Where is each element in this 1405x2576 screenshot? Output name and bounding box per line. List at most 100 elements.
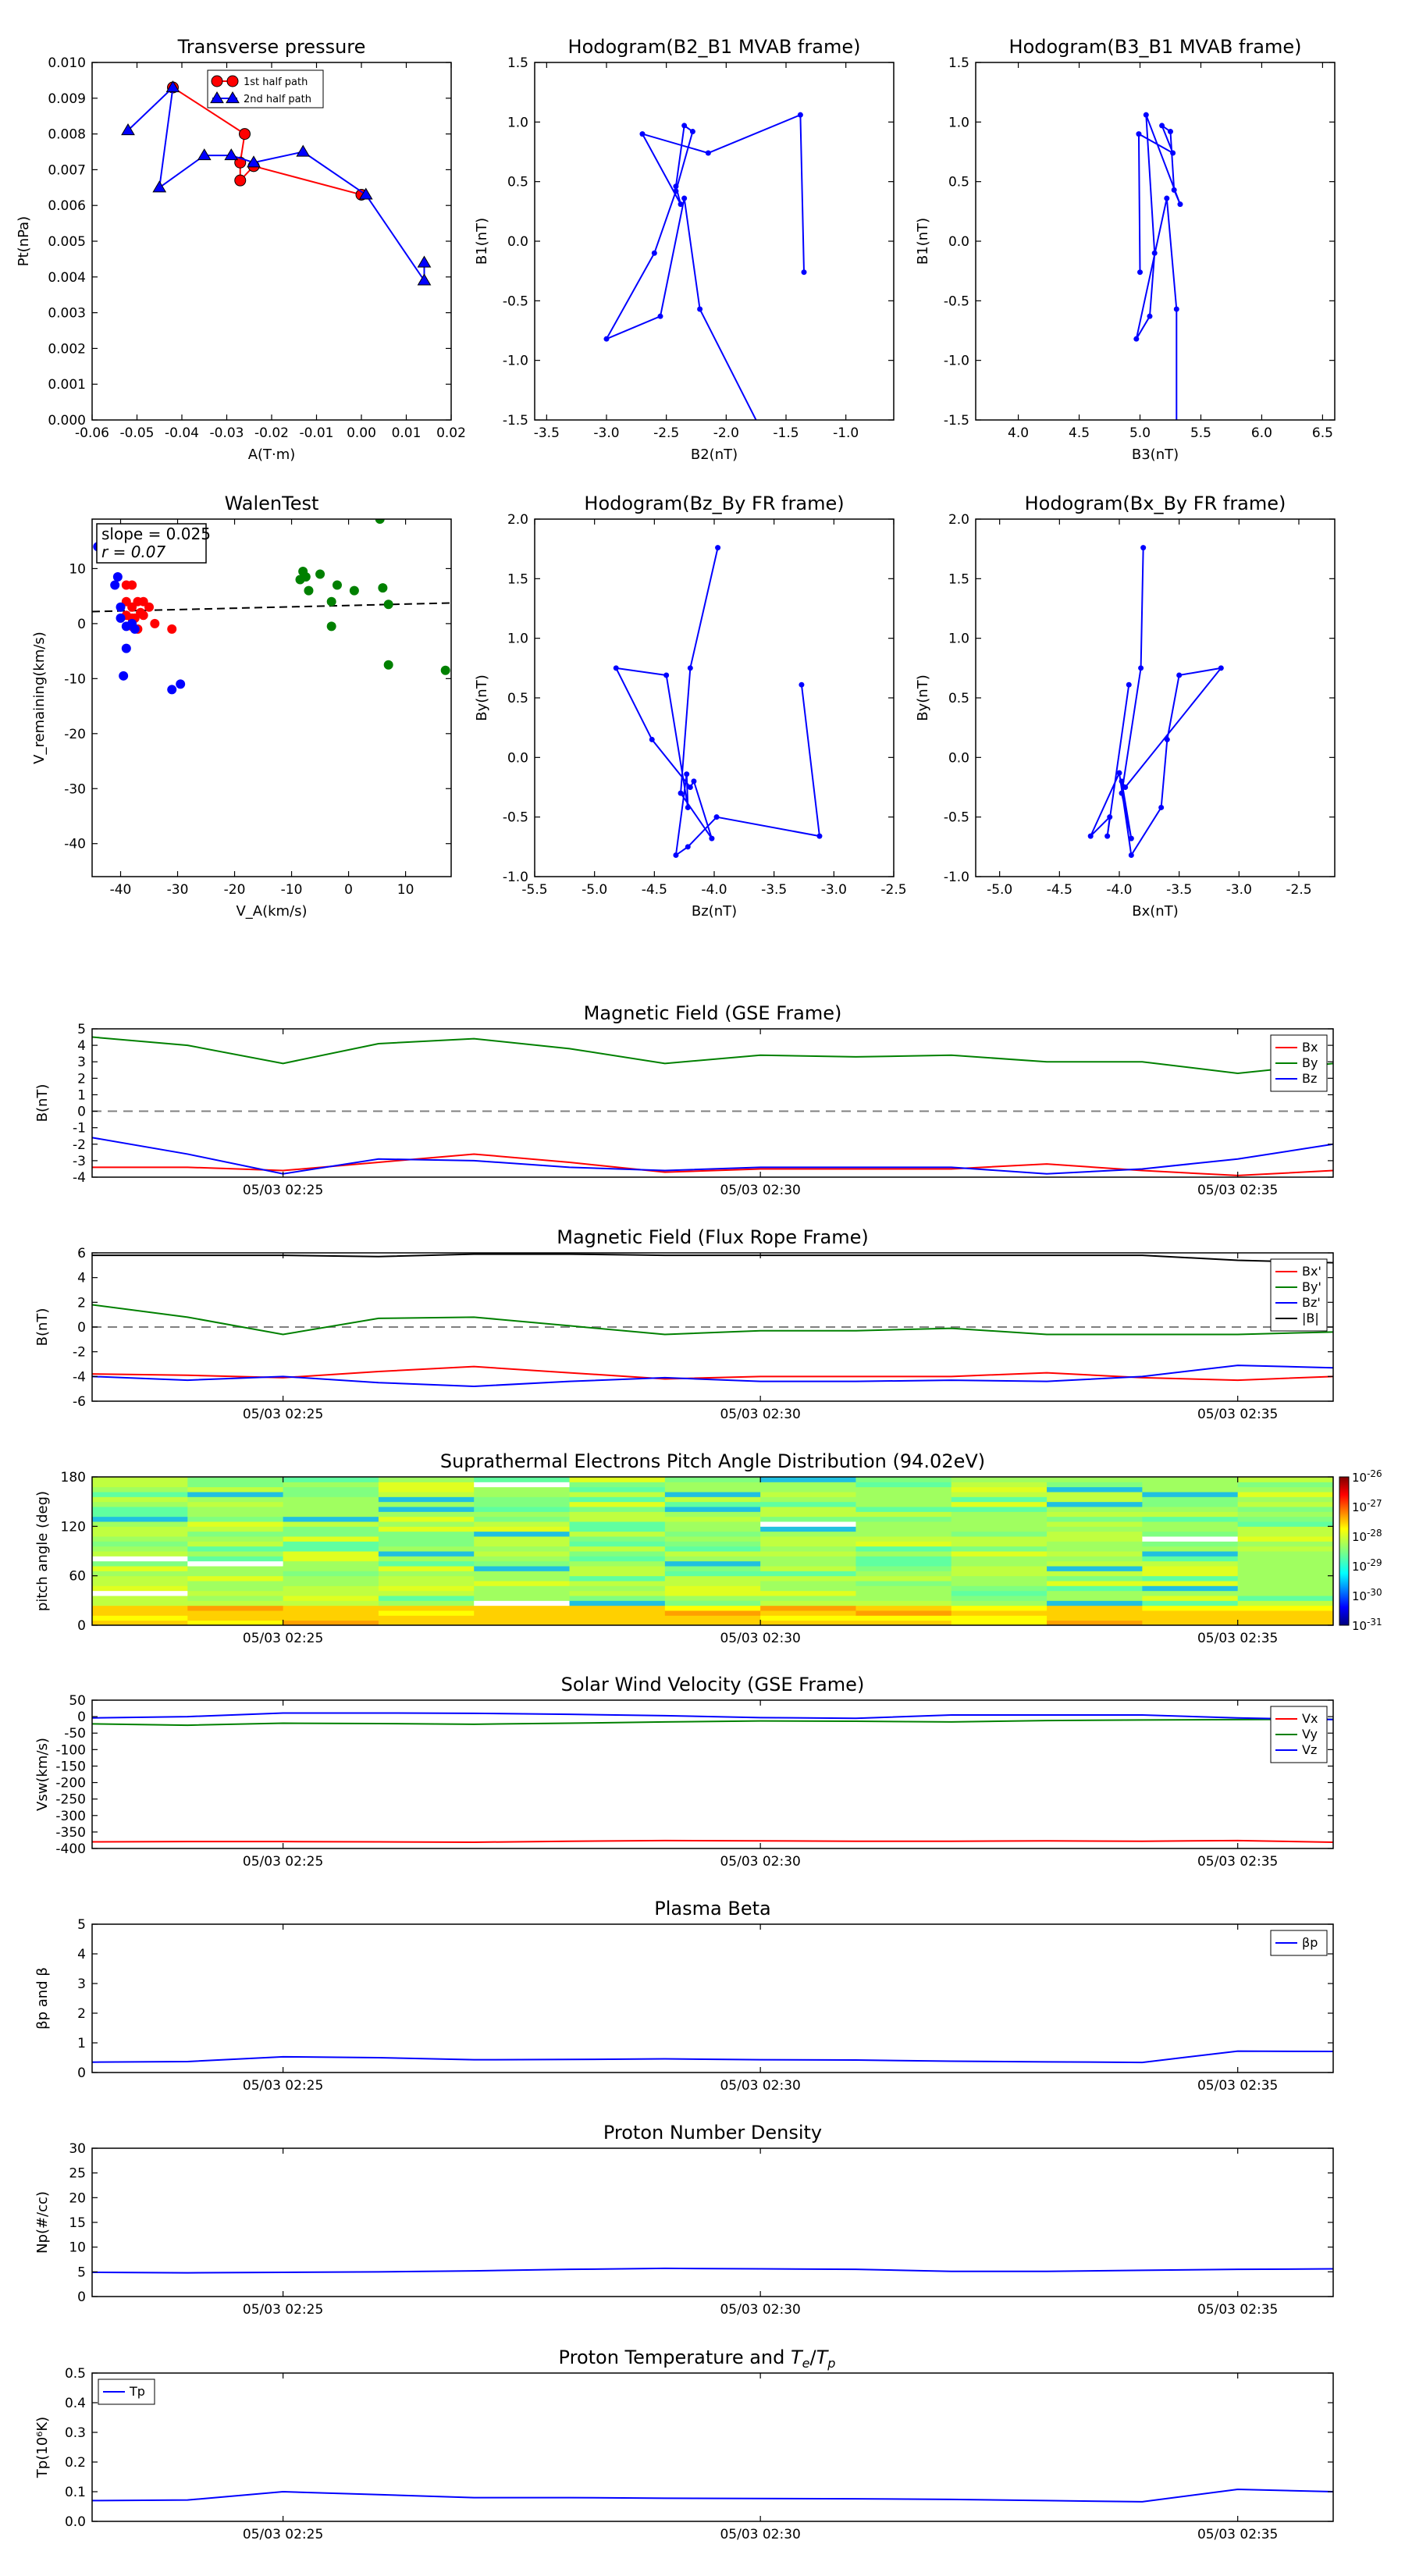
pad-cell — [1237, 1531, 1334, 1537]
walen-point — [110, 580, 120, 590]
pad-cell — [187, 1596, 284, 1601]
pad-cell — [92, 1496, 188, 1503]
pad-cell — [664, 1541, 761, 1547]
pad-cell — [283, 1560, 379, 1567]
pad-cell — [1047, 1615, 1143, 1621]
pad-cell — [569, 1615, 666, 1621]
beta-xtick-label: 05/03 02:35 — [1197, 2078, 1278, 2094]
h31-y-label: B1(nT) — [915, 218, 931, 265]
pad-cell — [92, 1620, 188, 1626]
h21-xtick-label: -1.5 — [773, 425, 799, 441]
hxy-xtick-label: -5.0 — [987, 882, 1012, 898]
pad-cell — [760, 1486, 856, 1493]
pad-cell — [1047, 1546, 1143, 1552]
pad-cell — [951, 1496, 1048, 1503]
bgse-frame — [91, 1028, 1334, 1178]
pad-cell — [187, 1501, 284, 1507]
walen-point — [144, 602, 155, 612]
pad-cell — [283, 1511, 379, 1517]
pad-cell — [283, 1571, 379, 1577]
h31-plot-area — [1133, 112, 1183, 420]
pad-cell — [187, 1566, 284, 1571]
pad-cell — [664, 1610, 761, 1616]
bgse-ytick-label: 0 — [77, 1105, 86, 1120]
pad-cell — [1047, 1516, 1143, 1522]
pad-cell — [664, 1536, 761, 1542]
np-frame — [91, 2147, 1334, 2297]
chart-h21: Hodogram(B2_B1 MVAB frame) -3.5 -3.0 -2.5 -2… — [474, 36, 895, 463]
hzy-point — [649, 736, 655, 742]
pad-cell — [1047, 1605, 1143, 1611]
tp-xtick-label: 0.02 — [436, 425, 466, 441]
pad-cell — [1237, 1521, 1334, 1527]
beta-ytick-label: 1 — [77, 2036, 86, 2051]
tp-legend: 1st half path 2nd half path — [207, 69, 324, 109]
walen-point — [315, 569, 325, 579]
pad-cell — [474, 1585, 571, 1592]
pad-cell — [1047, 1585, 1143, 1592]
vsw-ytick-label: -200 — [55, 1776, 86, 1791]
pad-cell — [664, 1496, 761, 1503]
tp-legend-marker — [226, 75, 239, 87]
walen-point — [127, 602, 137, 612]
bfr-plot-area — [92, 1253, 1333, 1388]
pad-cell — [92, 1610, 188, 1616]
tp-legend-label: 1st half path — [244, 76, 308, 88]
pad-cell — [92, 1581, 188, 1586]
pad-cell — [283, 1566, 379, 1571]
pad-colorbar: 10-26 10-27 10-28 10-29 10-30 10-31 — [1339, 1468, 1382, 1633]
tp-ytick-label: 0.002 — [48, 341, 86, 357]
hzy-point — [685, 804, 691, 810]
pad-cell — [760, 1600, 856, 1606]
pad-cell — [855, 1486, 952, 1493]
pad-cell — [474, 1590, 571, 1596]
pad-cell — [760, 1507, 856, 1512]
bfr-series-Bz' — [92, 1364, 1333, 1388]
tpp-xtick-label: 05/03 02:25 — [243, 2527, 323, 2542]
hxy-title: Hodogram(Bx_By FR frame) — [1025, 493, 1286, 514]
pad-cell — [474, 1501, 571, 1507]
pad-cell — [855, 1531, 952, 1537]
bgse-ytick-label: -1 — [73, 1121, 86, 1137]
pad-cell — [474, 1492, 571, 1497]
pad-ytick-label: 60 — [69, 1569, 86, 1585]
pad-cell — [569, 1581, 666, 1586]
pad-cell — [855, 1560, 952, 1567]
pad-cell — [474, 1486, 571, 1493]
pad-cell — [1237, 1581, 1334, 1586]
hzy-point — [713, 814, 720, 820]
pad-cell — [760, 1590, 856, 1596]
pad-ytick-label: 0 — [77, 1618, 86, 1634]
np-ytick-label: 0 — [77, 2290, 86, 2305]
hzy-point — [685, 844, 691, 850]
bgse-plot-area — [92, 1036, 1333, 1176]
pad-cell — [855, 1590, 952, 1596]
walen-point — [130, 624, 140, 634]
vsw-series-Vz — [92, 1712, 1333, 1720]
pad-cell — [92, 1492, 188, 1497]
tpp-ytick-label: 0.5 — [65, 2366, 86, 2382]
pad-colorbar-label: 10-27 — [1352, 1498, 1382, 1514]
vsw-ytick-label: -400 — [55, 1841, 86, 1857]
bgse-legend-label: By — [1302, 1055, 1318, 1070]
hzy-point — [673, 852, 679, 859]
hzy-point — [816, 833, 823, 839]
hzy-xtick-label: -5.5 — [521, 882, 547, 898]
pad-cell — [951, 1546, 1048, 1552]
pad-cell — [664, 1556, 761, 1562]
h21-point — [678, 201, 684, 208]
pad-cell — [378, 1581, 475, 1586]
pad-cell — [569, 1585, 666, 1592]
pad-cell — [569, 1516, 666, 1522]
walen-slope-text: slope = 0.025 — [101, 525, 211, 543]
bfr-ytick-label: 6 — [77, 1246, 86, 1261]
h21-point — [651, 250, 657, 256]
walen-point — [116, 602, 126, 612]
pad-cell — [1237, 1600, 1334, 1606]
pad-cell — [664, 1605, 761, 1611]
hxy-point — [1104, 833, 1111, 839]
np-plot-area — [92, 2267, 1333, 2274]
h31-point — [1170, 150, 1176, 156]
h31-point — [1177, 201, 1183, 208]
tp-xtick-label: -0.04 — [165, 425, 199, 441]
